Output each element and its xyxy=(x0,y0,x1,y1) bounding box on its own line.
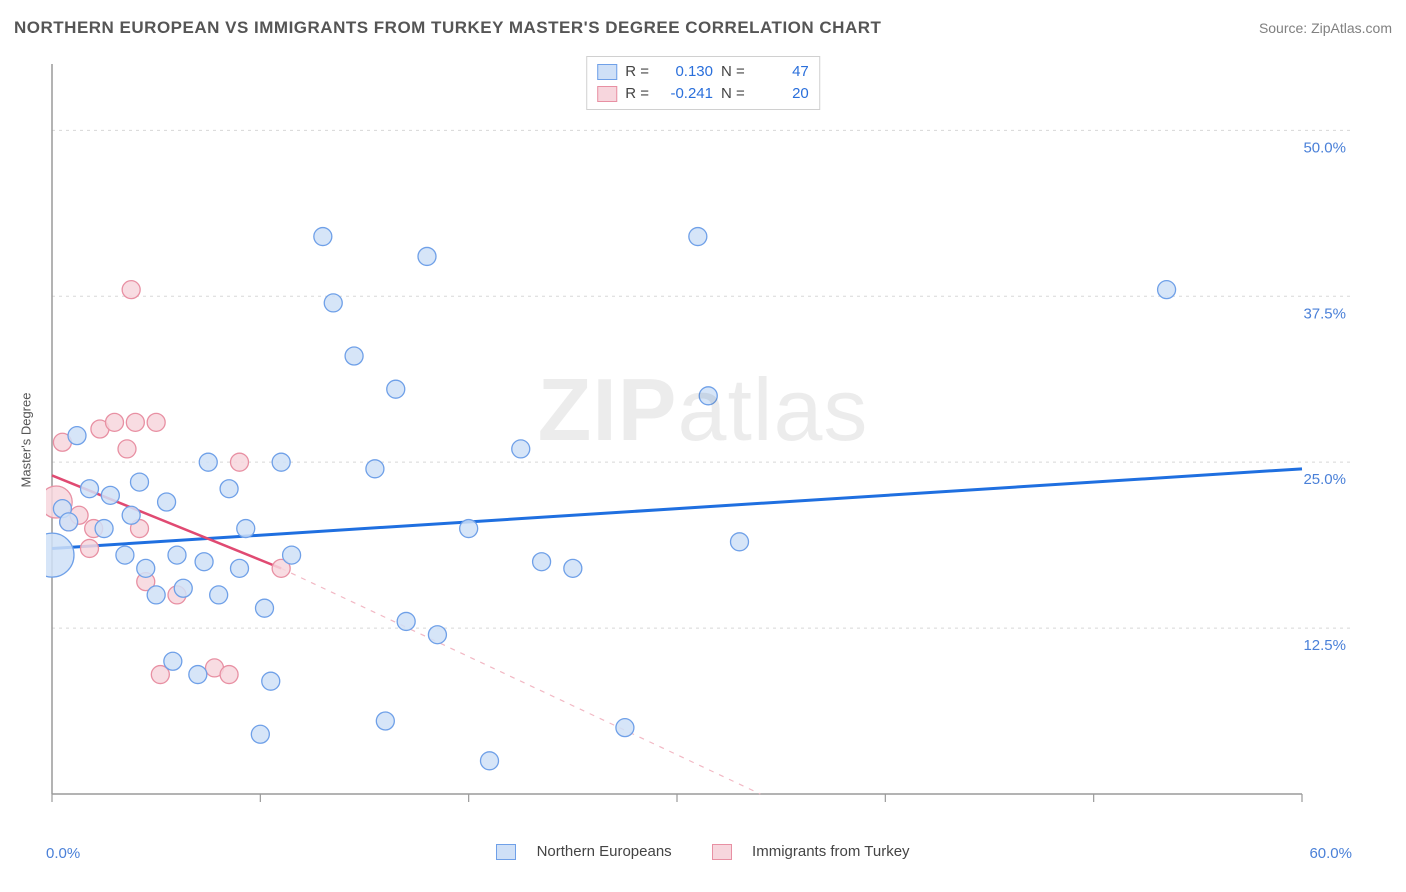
x-axis-max-label: 60.0% xyxy=(1309,845,1352,862)
legend-R-label: R = xyxy=(625,61,649,83)
legend-swatch-northern xyxy=(597,64,617,80)
legend-label-turkey: Immigrants from Turkey xyxy=(752,843,910,860)
svg-text:50.0%: 50.0% xyxy=(1303,139,1346,156)
legend-series: Northern Europeans Immigrants from Turke… xyxy=(0,842,1406,860)
legend-swatch-northern xyxy=(496,844,516,860)
legend-stats-row: R = 0.130 N = 47 xyxy=(597,61,809,83)
legend-stats: R = 0.130 N = 47 R = -0.241 N = 20 xyxy=(586,56,820,110)
source-label: Source: ZipAtlas.com xyxy=(1259,20,1392,36)
svg-text:25.0%: 25.0% xyxy=(1303,471,1346,488)
legend-R-label: R = xyxy=(625,83,649,105)
legend-swatch-turkey xyxy=(712,844,732,860)
legend-N-label: N = xyxy=(721,83,745,105)
legend-N-northern: 47 xyxy=(753,61,809,83)
legend-N-turkey: 20 xyxy=(753,83,809,105)
scatter-plot: 12.5% 25.0% 37.5% 50.0% xyxy=(46,54,1352,824)
source-prefix: Source: xyxy=(1259,20,1311,36)
y-axis-label: Master's Degree xyxy=(19,393,34,488)
chart-title: NORTHERN EUROPEAN VS IMMIGRANTS FROM TUR… xyxy=(14,18,881,37)
x-axis-min-label: 0.0% xyxy=(46,845,80,862)
legend-stats-row: R = -0.241 N = 20 xyxy=(597,83,809,105)
source-name: ZipAtlas.com xyxy=(1311,20,1392,36)
legend-swatch-turkey xyxy=(597,86,617,102)
legend-label-northern: Northern Europeans xyxy=(537,843,672,860)
svg-text:12.5%: 12.5% xyxy=(1303,637,1346,654)
legend-R-turkey: -0.241 xyxy=(657,83,713,105)
legend-R-northern: 0.130 xyxy=(657,61,713,83)
svg-text:37.5%: 37.5% xyxy=(1303,305,1346,322)
header-bar: NORTHERN EUROPEAN VS IMMIGRANTS FROM TUR… xyxy=(14,18,1392,46)
legend-N-label: N = xyxy=(721,61,745,83)
plot-container: 12.5% 25.0% 37.5% 50.0% xyxy=(46,54,1352,824)
